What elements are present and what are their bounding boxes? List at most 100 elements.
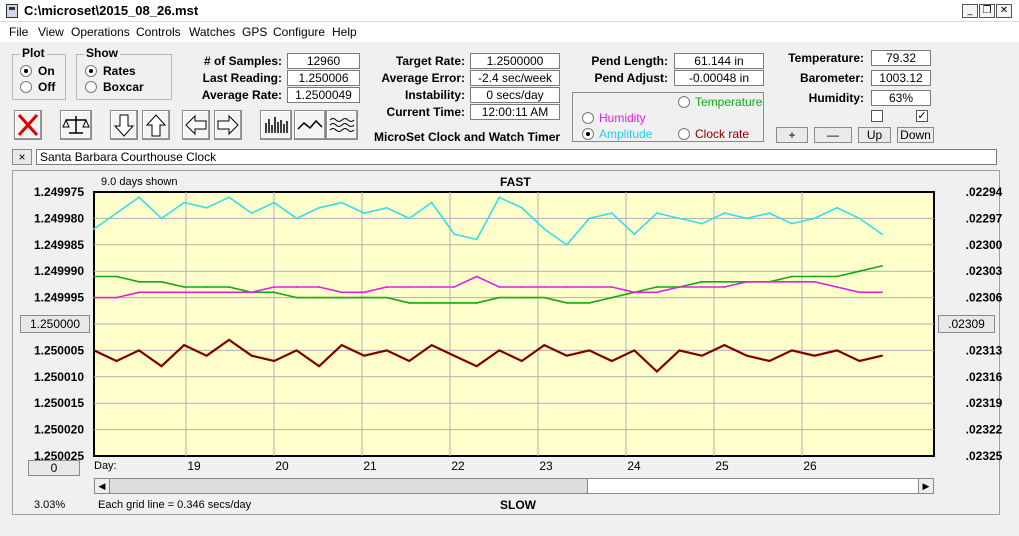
y-right-tick-label: .02306	[966, 291, 1003, 305]
show-group-title: Show	[84, 46, 120, 60]
scroll-right-arrow-icon[interactable]: ▶	[918, 478, 934, 494]
stop-button[interactable]	[14, 110, 42, 140]
data-point	[318, 286, 320, 288]
arrow-left-icon	[185, 114, 207, 136]
y-left-tick-label: 1.249975	[34, 185, 84, 199]
histogram-button[interactable]	[260, 110, 292, 140]
line-graph-button[interactable]	[294, 110, 326, 140]
app-icon	[6, 4, 18, 18]
left-arrow-button[interactable]	[182, 110, 210, 140]
show-group	[76, 54, 172, 100]
data-point	[858, 270, 861, 273]
data-point	[610, 286, 613, 288]
trace-humidity-radio[interactable]	[582, 112, 594, 124]
left-reference-button[interactable]: 1.250000	[20, 315, 90, 333]
scale-down-button[interactable]: Down	[897, 127, 934, 143]
average-rate-label: Average Rate:	[201, 88, 282, 102]
data-point	[813, 275, 816, 278]
series-line-clock-rate	[93, 338, 883, 374]
y-left-tick-label: 1.249990	[34, 264, 84, 278]
data-point	[520, 206, 523, 209]
data-point	[768, 360, 771, 362]
x-tick-label: 23	[539, 459, 553, 473]
show-rates-radio[interactable]	[85, 65, 97, 77]
data-point	[183, 291, 186, 294]
series-line-humidity	[94, 275, 882, 299]
close-button[interactable]: ✕	[996, 4, 1012, 18]
restore-button[interactable]: ❐	[979, 4, 995, 18]
data-point	[385, 296, 388, 299]
scale-up-button[interactable]: Up	[858, 127, 891, 143]
right-checkbox[interactable]: ✓	[916, 110, 928, 122]
data-point	[475, 365, 478, 368]
data-point	[228, 196, 231, 199]
plot-on-radio[interactable]	[20, 65, 32, 77]
data-point	[746, 217, 748, 220]
data-point	[520, 286, 523, 288]
data-point	[610, 212, 613, 215]
data-point	[543, 286, 546, 288]
plot-off-radio[interactable]	[20, 81, 32, 93]
show-boxcar-radio[interactable]	[85, 81, 97, 93]
series-line-amplitude	[93, 196, 883, 246]
data-point	[430, 286, 433, 288]
data-point	[93, 296, 95, 299]
trace-clock-rate-radio[interactable]	[678, 128, 690, 140]
x-tick-label: 26	[803, 459, 817, 473]
data-point	[475, 238, 478, 241]
balance-button[interactable]	[60, 110, 92, 140]
scroll-thumb[interactable]	[110, 479, 588, 493]
menu-help[interactable]: Help	[332, 25, 357, 39]
data-point	[430, 201, 433, 204]
menu-controls[interactable]: Controls	[136, 25, 181, 39]
pend-length-field[interactable]: 61.144 in	[674, 53, 764, 69]
data-point	[633, 291, 636, 294]
scale-plus-button[interactable]: +	[776, 127, 808, 143]
zero-button[interactable]: 0	[28, 460, 80, 476]
right-reference-button[interactable]: .02309	[938, 315, 995, 333]
data-point	[678, 217, 681, 220]
x-tick-label: 24	[627, 459, 641, 473]
arrow-up-icon	[145, 114, 167, 137]
menu-configure[interactable]: Configure	[273, 25, 326, 39]
data-point	[836, 275, 838, 278]
data-point	[138, 349, 140, 352]
menu-view[interactable]: View	[38, 25, 64, 39]
data-point	[340, 296, 343, 299]
x-tick-label: 20	[275, 459, 289, 473]
target-rate-field[interactable]: 1.2500000	[470, 53, 560, 69]
data-point	[543, 344, 546, 346]
scale-minus-button[interactable]: —	[814, 127, 852, 143]
data-point	[430, 344, 433, 346]
menu-operations[interactable]: Operations	[71, 25, 130, 39]
trace-amplitude-radio[interactable]	[582, 128, 594, 140]
average-rate-field: 1.2500049	[287, 87, 360, 103]
y-right-tick-label: .02303	[966, 264, 1003, 278]
data-point	[295, 286, 298, 288]
scroll-left-arrow-icon[interactable]: ◀	[94, 478, 110, 494]
arrow-down-icon	[113, 114, 135, 137]
data-point	[138, 280, 140, 283]
watch-close-button[interactable]: ×	[12, 149, 32, 165]
data-point	[475, 302, 478, 304]
data-point	[813, 217, 816, 220]
up-arrow-button[interactable]	[142, 110, 170, 140]
data-point	[363, 212, 366, 215]
data-point	[273, 286, 275, 288]
trace-temperature-radio[interactable]	[678, 96, 690, 108]
minimize-button[interactable]: _	[962, 4, 978, 18]
plot-group-title: Plot	[20, 46, 47, 60]
left-checkbox[interactable]	[871, 110, 883, 122]
data-point	[385, 286, 388, 288]
data-point	[565, 243, 568, 246]
down-arrow-button[interactable]	[110, 110, 138, 140]
menu-gps[interactable]: GPS	[242, 25, 268, 39]
data-point	[701, 222, 703, 225]
watch-name-field[interactable]: Santa Barbara Courthouse Clock	[36, 149, 997, 165]
right-arrow-button[interactable]	[214, 110, 242, 140]
data-point	[768, 212, 771, 215]
menu-file[interactable]: File	[9, 25, 29, 39]
wave-graph-button[interactable]	[326, 110, 358, 140]
menu-watches[interactable]: Watches	[189, 25, 236, 39]
data-point	[858, 291, 861, 294]
